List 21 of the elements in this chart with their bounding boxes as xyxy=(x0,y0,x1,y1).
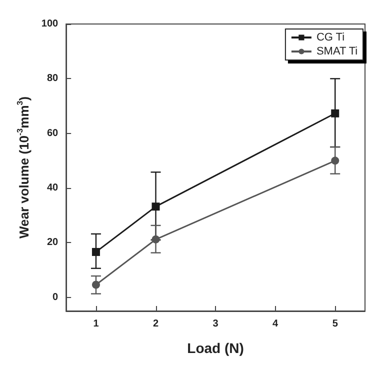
y-tick-label: 60 xyxy=(46,128,59,139)
x-tick-label: 4 xyxy=(272,318,279,330)
point xyxy=(92,248,100,256)
x-tick-label: 3 xyxy=(212,318,219,330)
x-tick-label: 1 xyxy=(93,318,100,330)
y-tick-label: 100 xyxy=(41,18,59,30)
point xyxy=(152,202,160,211)
x-tick-label: 2 xyxy=(152,318,159,330)
legend-label: SMAT Ti xyxy=(316,46,358,58)
point xyxy=(331,156,340,165)
x-tick-label: 5 xyxy=(332,318,338,330)
point xyxy=(331,109,340,118)
point xyxy=(152,235,160,244)
point xyxy=(92,280,100,289)
y-tick-label: 40 xyxy=(46,182,59,194)
y-axis-title: Wear volume (10-3mm3) xyxy=(16,96,32,239)
x-axis-title: Load (N) xyxy=(187,340,244,356)
y-tick-label: 0 xyxy=(52,292,59,303)
y-tick-label: 80 xyxy=(46,73,59,84)
legend-label: CG Ti xyxy=(316,32,345,44)
y-tick-label: 20 xyxy=(46,237,59,248)
